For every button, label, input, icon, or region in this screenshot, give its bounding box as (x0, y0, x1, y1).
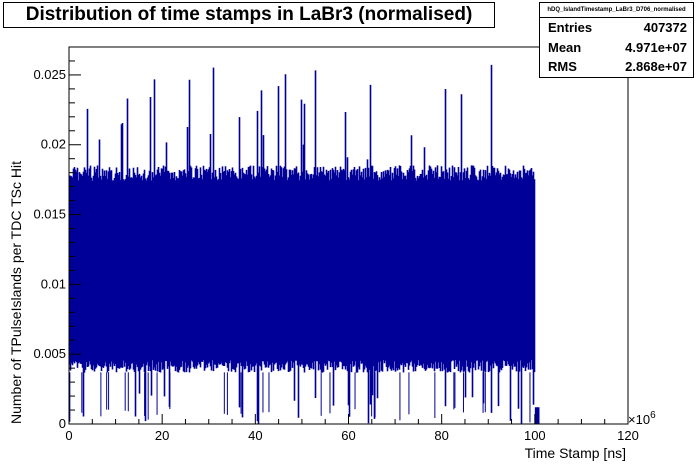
y-tick-label: 0.025 (33, 67, 66, 82)
y-tick-label: 0.01 (41, 276, 66, 291)
x-tick-label: 100 (524, 428, 546, 443)
x-tick-label: 20 (155, 428, 169, 443)
chart-title: Distribution of time stamps in LaBr3 (no… (3, 2, 495, 28)
y-tick-label: 0 (59, 416, 66, 431)
stats-value: 4.971e+07 (625, 39, 687, 55)
y-axis-title: Number of TPulseIslands per TDC TSc Hit (8, 161, 24, 424)
x-axis-exponent: ×106 (628, 410, 656, 427)
x-tick-label: 120 (617, 428, 639, 443)
histogram-tail-bin (534, 407, 540, 424)
stats-label: RMS (548, 59, 577, 74)
y-axis: 0 0.005 0.01 0.015 0.02 0.025 (33, 46, 81, 431)
x-tick-label: 80 (434, 428, 448, 443)
x-axis: 0 20 40 60 80 100 120 (65, 414, 639, 443)
y-tick-label: 0.015 (33, 207, 66, 222)
stats-value: 2.868e+07 (625, 59, 687, 74)
stats-row-entries: Entries 407372 (540, 18, 693, 38)
stats-row-rms: RMS 2.868e+07 (540, 57, 693, 77)
x-tick-label: 40 (248, 428, 262, 443)
stats-box: hDQ_IslandTimestamp_LaBr3_D706_normalise… (539, 2, 694, 78)
stats-label: Entries (548, 20, 593, 35)
histogram-band (68, 64, 536, 424)
stats-histogram-name: hDQ_IslandTimestamp_LaBr3_D706_normalise… (540, 3, 693, 18)
histogram-bins (68, 64, 540, 424)
stats-label: Mean (548, 39, 582, 55)
x-tick-label: 60 (341, 428, 355, 443)
stats-value: 407372 (643, 20, 687, 35)
y-tick-label: 0.005 (33, 346, 66, 361)
y-tick-label: 0.02 (41, 137, 66, 152)
x-axis-title: Time Stamp [ns] (525, 445, 626, 461)
stats-row-mean: Mean 4.971e+07 (540, 38, 693, 58)
x-tick-label: 0 (65, 428, 72, 443)
